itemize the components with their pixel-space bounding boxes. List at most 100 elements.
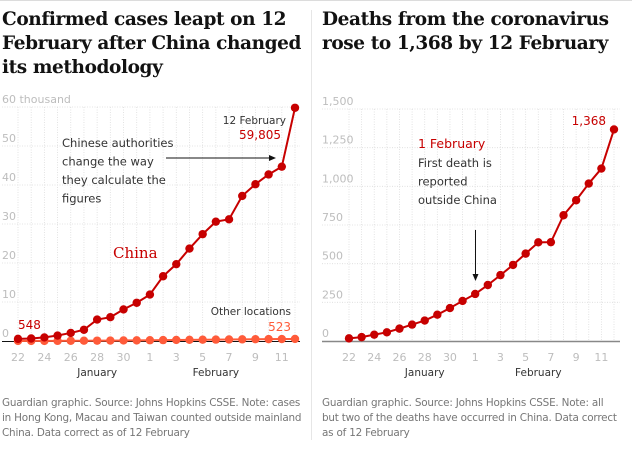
other-locations-point (158, 335, 168, 345)
y-tick-label: 40 (2, 171, 16, 184)
other-locations-point (145, 336, 155, 345)
y-tick-label: 1,000 (322, 172, 354, 185)
other-locations-point (251, 335, 260, 344)
x-tick-label: 11 (594, 351, 608, 364)
china-point (119, 305, 128, 314)
x-tick-label: 26 (64, 351, 78, 364)
month-label: February (193, 367, 240, 379)
deaths-line (348, 129, 615, 340)
x-tick-label: 9 (252, 351, 259, 364)
x-tick-label: 5 (199, 351, 206, 364)
deaths-point (470, 289, 480, 299)
china-point (158, 272, 168, 281)
x-tick-label: 7 (226, 351, 233, 364)
cases-source-note: Guardian graphic. Source: Johns Hopkins … (2, 397, 302, 439)
deaths-point (496, 270, 505, 280)
deaths-point (382, 328, 392, 337)
methodology-annotation-line: change the way (62, 155, 154, 169)
x-tick-label: 1 (472, 351, 479, 364)
y-tick-label: 0 (322, 327, 329, 340)
x-tick-label: 28 (90, 351, 104, 364)
end-date-label: 12 February (223, 115, 286, 127)
deaths-chart-title: Deaths from the coronavirus rose to 1,36… (322, 9, 609, 54)
other-end-value-label: 523 (268, 320, 291, 334)
china-point (132, 298, 141, 307)
y-tick-label: 1,250 (322, 134, 354, 147)
deaths-source-note: Guardian graphic. Source: Johns Hopkins … (322, 397, 617, 439)
china-point (251, 180, 260, 189)
x-tick-label: 28 (418, 351, 432, 364)
deaths-point (483, 280, 493, 290)
china-point (13, 334, 23, 344)
month-label: January (76, 367, 117, 379)
china-point (66, 328, 75, 338)
china-point (211, 217, 221, 226)
annotation-date: 1 February (418, 136, 486, 151)
other-locations-point (119, 336, 128, 345)
deaths-panel: Deaths from the coronavirus rose to 1,36… (316, 0, 632, 451)
x-tick-label: 5 (522, 351, 529, 364)
china-point (238, 191, 247, 201)
panel-divider (311, 10, 312, 440)
deaths-point (609, 125, 619, 134)
other-locations-point (198, 335, 207, 344)
deaths-point (458, 296, 467, 306)
y-tick-label: 50 (2, 132, 16, 145)
other-locations-line (17, 337, 296, 342)
x-tick-label: 30 (117, 351, 131, 364)
deaths-point (407, 320, 417, 329)
methodology-annotation-line: they calculate the (62, 173, 166, 187)
top-rule (0, 0, 632, 1)
x-tick-label: 7 (547, 351, 554, 364)
y-tick-label: 750 (322, 211, 343, 224)
month-label: January (404, 367, 445, 379)
deaths-point (534, 238, 543, 247)
start-value-label: 548 (18, 318, 41, 332)
x-tick-label: 24 (37, 351, 51, 364)
first-death-annotation-line: reported (418, 175, 468, 189)
deaths-point (445, 303, 455, 313)
china-point (264, 170, 273, 179)
china-series-label: China (113, 244, 158, 262)
y-tick-label: 60 thousand (2, 93, 71, 106)
other-locations-point (106, 336, 115, 345)
other-locations-point (290, 334, 300, 344)
china-point (79, 325, 89, 334)
y-tick-label: 500 (322, 250, 343, 263)
x-tick-label: 9 (573, 351, 580, 364)
y-tick-label: 250 (322, 288, 343, 301)
deaths-point (584, 179, 593, 188)
x-tick-label: 24 (367, 351, 381, 364)
end-value-label: 1,368 (572, 114, 606, 128)
other-locations-point (224, 335, 234, 344)
first-death-annotation-line: outside China (418, 193, 497, 207)
deaths-point (395, 324, 404, 333)
other-locations-point (132, 336, 141, 345)
x-tick-label: 11 (275, 351, 289, 364)
x-tick-label: 22 (11, 351, 25, 364)
x-tick-label: 3 (173, 351, 180, 364)
cases-chart-title: Confirmed cases leapt on 12 February aft… (2, 9, 302, 78)
x-tick-label: 3 (497, 351, 504, 364)
x-tick-label: 22 (342, 351, 356, 364)
deaths-chart: 0 250 500 750 1,000 1,250 1,500 22 24 26 28 30 1 3 5 7 9… (322, 95, 620, 379)
deaths-point (344, 334, 354, 343)
other-locations-point (92, 336, 102, 345)
china-point (277, 162, 287, 171)
china-point (172, 259, 181, 269)
other-locations-point (238, 335, 247, 344)
china-point (106, 313, 115, 322)
deaths-point (559, 211, 568, 220)
annotation-arrowhead (472, 274, 479, 281)
cases-chart: 0 10 20 30 40 50 60 thousand 22 24 26 28 30 1 3 5 7 9 11 J… (2, 93, 300, 379)
deaths-point (433, 310, 442, 319)
first-death-annotation-line: First death is (418, 156, 492, 170)
other-locations-point (264, 334, 273, 344)
y-tick-label: 30 (2, 210, 16, 223)
end-value-label: 59,805 (239, 128, 281, 142)
china-point (145, 290, 155, 299)
deaths-point (571, 196, 581, 205)
other-locations-point (185, 335, 194, 345)
china-point (198, 229, 207, 239)
cases-panel: Confirmed cases leapt on 12 February aft… (0, 0, 312, 451)
